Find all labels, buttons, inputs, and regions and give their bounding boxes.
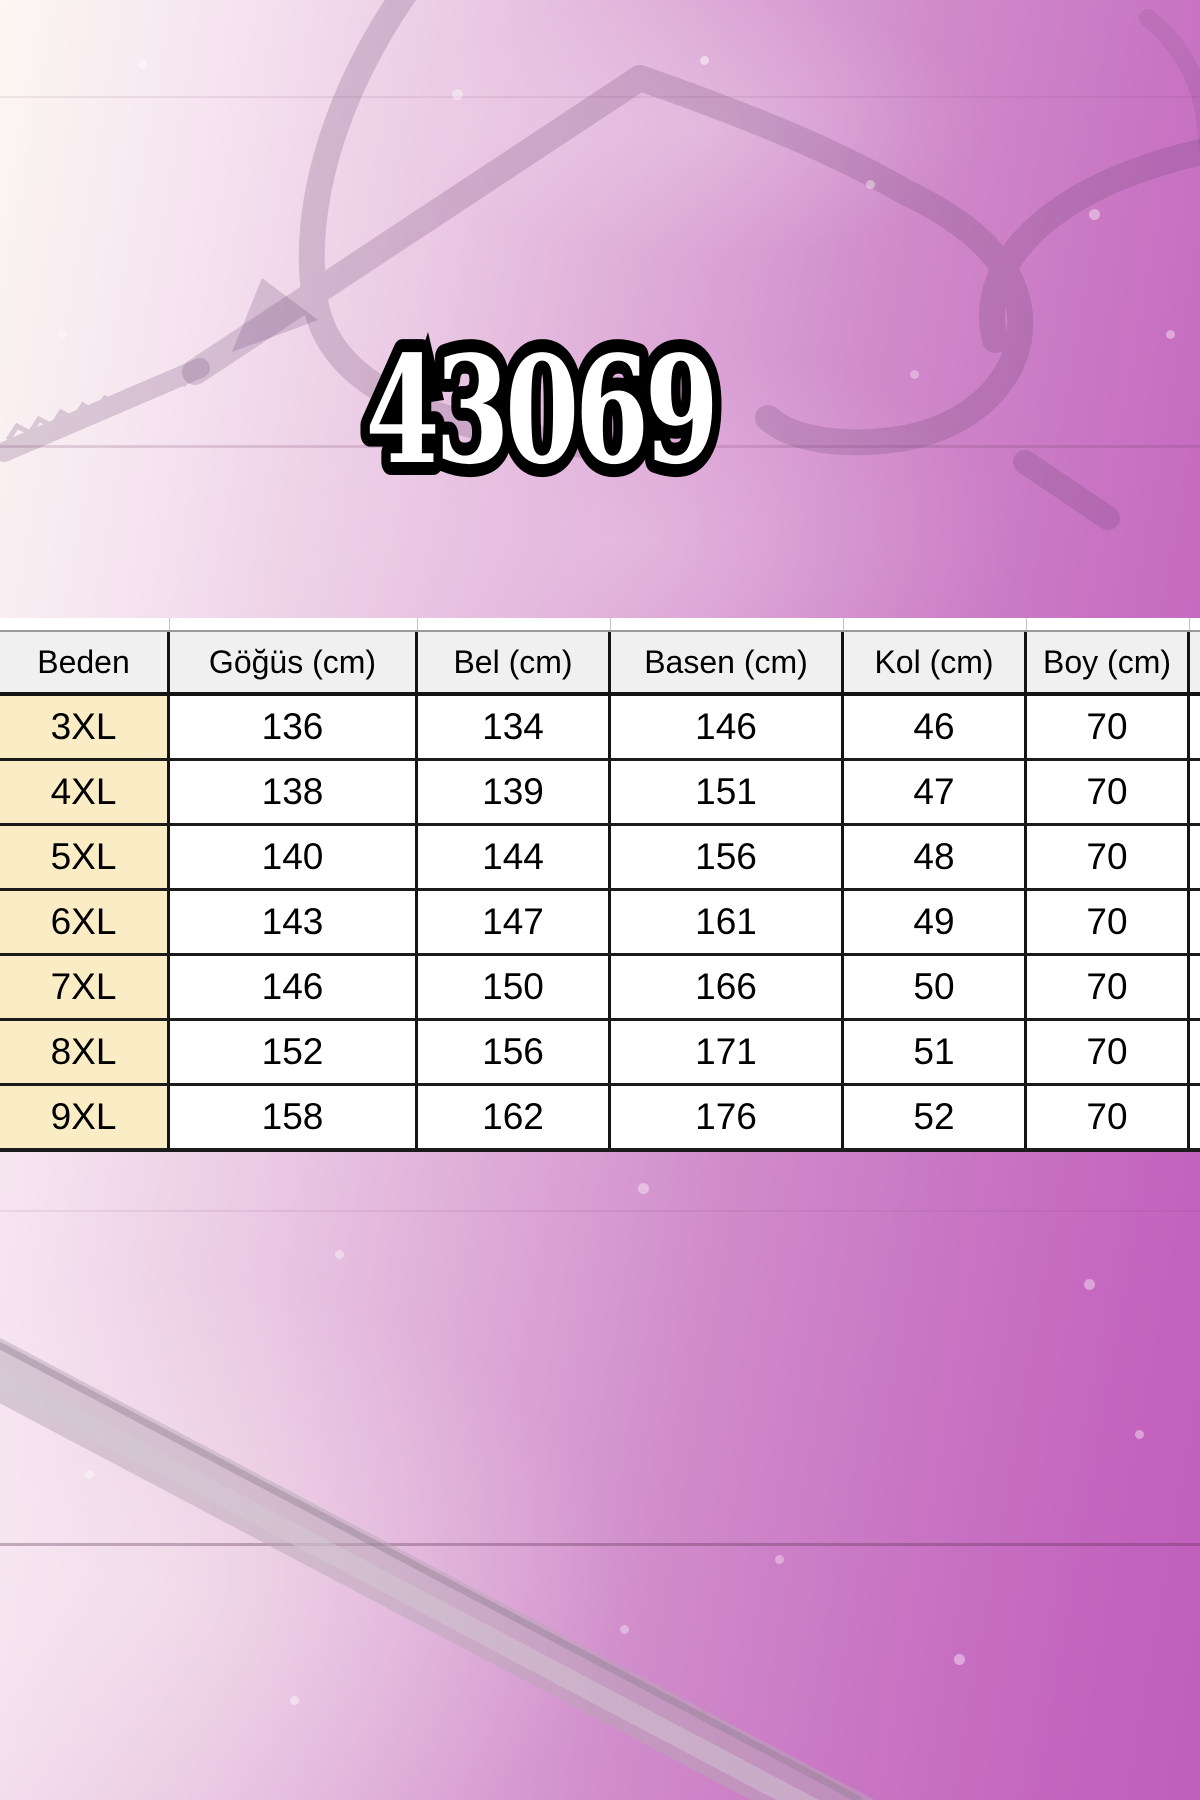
- measurement-cell: 158: [170, 1086, 418, 1148]
- measurement-cell: 166: [611, 956, 844, 1018]
- size-label-cell: 6XL: [0, 891, 170, 953]
- column-header: Göğüs (cm): [170, 632, 418, 692]
- table-row: 3XL 136 134 146 46 70: [0, 696, 1200, 761]
- size-label-cell: 9XL: [0, 1086, 170, 1148]
- measurement-cell: 51: [844, 1021, 1027, 1083]
- column-header: Bel (cm): [418, 632, 611, 692]
- measurement-cell: 47: [844, 761, 1027, 823]
- measurement-cell: 171: [611, 1021, 844, 1083]
- measurement-cell: 48: [844, 826, 1027, 888]
- measurement-cell: 162: [418, 1086, 611, 1148]
- measurement-cell: 138: [170, 761, 418, 823]
- measurement-cell: 151: [611, 761, 844, 823]
- clipped-column-sliver: [1190, 696, 1200, 758]
- model-number-banner: 43069: [354, 313, 729, 508]
- measurement-cell: 156: [418, 1021, 611, 1083]
- hanger-bottom-bar: [0, 1337, 875, 1800]
- measurement-cell: 70: [1027, 1086, 1190, 1148]
- column-header: Boy (cm): [1027, 632, 1190, 692]
- clipped-column-sliver: [1190, 826, 1200, 888]
- model-number: 43069: [365, 324, 714, 497]
- size-table: Beden Göğüs (cm) Bel (cm) Basen (cm) Kol (cm…: [0, 618, 1200, 1152]
- table-row: 8XL 152 156 171 51 70: [0, 1021, 1200, 1086]
- measurement-cell: 146: [170, 956, 418, 1018]
- table-header-row: Beden Göğüs (cm) Bel (cm) Basen (cm) Kol (cm…: [0, 632, 1200, 696]
- measurement-cell: 143: [170, 891, 418, 953]
- table-row: 4XL 138 139 151 47 70: [0, 761, 1200, 826]
- numeral-spike: [404, 332, 444, 406]
- measurement-cell: 146: [611, 696, 844, 758]
- clipped-column-sliver: [1190, 761, 1200, 823]
- size-label-cell: 7XL: [0, 956, 170, 1018]
- measurement-cell: 152: [170, 1021, 418, 1083]
- column-header: Kol (cm): [844, 632, 1027, 692]
- size-label-cell: 5XL: [0, 826, 170, 888]
- table-row: 9XL 158 162 176 52 70: [0, 1086, 1200, 1152]
- clipped-column-sliver: [1190, 1021, 1200, 1083]
- table-row: 7XL 146 150 166 50 70: [0, 956, 1200, 1021]
- clipped-column-sliver: [1190, 891, 1200, 953]
- measurement-cell: 50: [844, 956, 1027, 1018]
- measurement-cell: 147: [418, 891, 611, 953]
- plank-seam-line: [0, 1543, 1200, 1546]
- table-row: 5XL 140 144 156 48 70: [0, 826, 1200, 891]
- measurement-cell: 46: [844, 696, 1027, 758]
- measurement-cell: 150: [418, 956, 611, 1018]
- measurement-cell: 52: [844, 1086, 1027, 1148]
- measurement-cell: 156: [611, 826, 844, 888]
- clipped-column-sliver: [1190, 1086, 1200, 1148]
- column-header: Basen (cm): [611, 632, 844, 692]
- measurement-cell: 161: [611, 891, 844, 953]
- size-label-cell: 4XL: [0, 761, 170, 823]
- measurement-cell: 144: [418, 826, 611, 888]
- plank-seam-line: [0, 1210, 1200, 1212]
- clipped-column-sliver: [1190, 956, 1200, 1018]
- measurement-cell: 70: [1027, 826, 1190, 888]
- measurement-cell: 70: [1027, 891, 1190, 953]
- measurement-cell: 136: [170, 696, 418, 758]
- measurement-cell: 140: [170, 826, 418, 888]
- size-label-cell: 3XL: [0, 696, 170, 758]
- table-row: 6XL 143 147 161 49 70: [0, 891, 1200, 956]
- measurement-cell: 139: [418, 761, 611, 823]
- size-label-cell: 8XL: [0, 1021, 170, 1083]
- clipped-column-sliver: [1190, 632, 1200, 692]
- measurement-cell: 70: [1027, 761, 1190, 823]
- column-header: Beden: [0, 632, 170, 692]
- measurement-cell: 176: [611, 1086, 844, 1148]
- measurement-cell: 49: [844, 891, 1027, 953]
- measurement-cell: 70: [1027, 696, 1190, 758]
- measurement-cell: 70: [1027, 956, 1190, 1018]
- measurement-cell: 70: [1027, 1021, 1190, 1083]
- clipped-row-sliver: [0, 618, 1200, 632]
- measurement-cell: 134: [418, 696, 611, 758]
